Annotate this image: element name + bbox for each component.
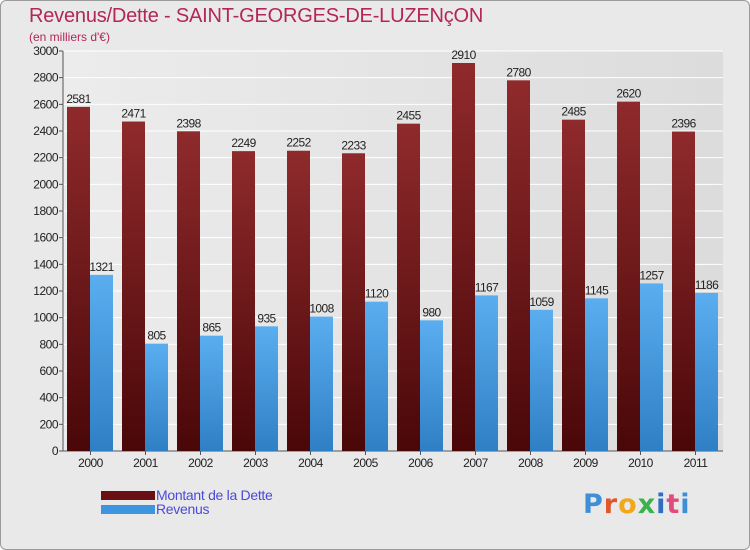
bar-revenus [145, 343, 168, 451]
bar-dette [562, 119, 585, 452]
legend-swatch-dette [101, 490, 155, 500]
bar-dette [452, 63, 475, 451]
x-tick-label: 2001 [133, 456, 159, 470]
y-tick-label: 2600 [33, 97, 59, 111]
bar-revenus [420, 320, 443, 451]
x-tick-label: 2006 [408, 456, 434, 470]
proxiti-logo: Proxiti [583, 489, 691, 520]
data-label-revenus: 1167 [475, 280, 499, 294]
data-label-dette: 2396 [671, 117, 696, 131]
data-label-dette: 2455 [396, 109, 421, 123]
y-tick-label: 1800 [33, 204, 59, 218]
bar-dette [672, 131, 695, 452]
bar-dette [342, 153, 365, 451]
y-tick-label: 2000 [33, 177, 59, 191]
data-label-revenus: 865 [202, 321, 221, 335]
y-tick-label: 1000 [33, 311, 59, 325]
bar-revenus [255, 326, 278, 451]
bar-revenus [585, 298, 608, 451]
data-label-revenus: 935 [257, 311, 276, 325]
x-tick-label: 2004 [298, 456, 324, 470]
legend-label-revenus: Revenus [156, 501, 210, 517]
x-tick-label: 2003 [243, 456, 269, 470]
bar-revenus [200, 335, 223, 451]
data-label-revenus: 1257 [639, 268, 664, 282]
data-label-dette: 2471 [121, 107, 146, 121]
y-tick-label: 2200 [33, 151, 59, 165]
bar-dette [177, 131, 200, 451]
y-tick-label: 2400 [33, 124, 59, 138]
x-tick-label: 2007 [463, 456, 489, 470]
chart-subtitle: (en milliers d'€) [29, 30, 110, 44]
data-label-revenus: 805 [147, 329, 166, 343]
y-tick-label: 400 [39, 391, 58, 405]
y-tick-label: 1600 [33, 231, 59, 245]
bar-dette [397, 123, 420, 452]
bar-dette [122, 121, 145, 452]
legend-item-dette: Montant de la Dette [101, 487, 273, 503]
y-tick-label: 2800 [33, 71, 59, 85]
bar-dette [287, 150, 310, 451]
data-label-revenus: 1008 [309, 302, 334, 316]
bar-dette [67, 106, 90, 451]
bar-revenus [640, 283, 663, 451]
x-tick-label: 2008 [518, 456, 544, 470]
data-label-revenus: 1186 [695, 278, 719, 292]
plot-area [63, 51, 723, 451]
data-label-revenus: 980 [422, 305, 441, 319]
x-tick-label: 2000 [78, 456, 104, 470]
data-label-dette: 2581 [66, 92, 91, 106]
legend-label-dette: Montant de la Dette [156, 487, 273, 503]
bar-revenus [310, 316, 333, 451]
y-tick-label: 1200 [33, 284, 59, 298]
data-label-dette: 2780 [506, 65, 531, 79]
x-tick-label: 2005 [353, 456, 379, 470]
bar-revenus [475, 295, 498, 451]
chart-title: Revenus/Dette - SAINT-GEORGES-DE-LUZENçO… [29, 5, 484, 27]
x-tick-label: 2002 [188, 456, 214, 470]
x-tick-label: 2011 [684, 456, 709, 470]
x-tick-label: 2010 [628, 456, 654, 470]
y-tick-label: 0 [52, 444, 59, 458]
data-label-revenus: 1059 [529, 295, 554, 309]
data-label-dette: 2249 [231, 136, 256, 150]
y-tick-label: 1400 [33, 257, 59, 271]
data-label-dette: 2233 [341, 138, 366, 152]
y-tick-label: 3000 [33, 44, 59, 58]
x-tick-label: 2009 [573, 456, 599, 470]
bar-revenus [695, 292, 718, 451]
data-label-dette: 2620 [616, 87, 641, 101]
y-tick-label: 800 [39, 337, 58, 351]
y-tick-label: 200 [39, 417, 58, 431]
bar-revenus [530, 309, 553, 451]
data-label-dette: 2910 [451, 48, 476, 62]
bar-dette [507, 80, 530, 451]
bar-revenus [90, 274, 113, 451]
data-label-dette: 2398 [176, 116, 201, 130]
data-label-dette: 2485 [561, 105, 586, 119]
bar-revenus [365, 301, 388, 451]
legend-item-revenus: Revenus [101, 501, 210, 517]
data-label-revenus: 1321 [89, 260, 114, 274]
legend-swatch-revenus [101, 504, 155, 514]
bar-dette [232, 151, 255, 451]
data-label-revenus: 1145 [585, 283, 609, 297]
data-label-revenus: 1120 [365, 287, 389, 301]
data-label-dette: 2252 [286, 136, 311, 150]
y-tick-label: 600 [39, 364, 58, 378]
bar-dette [617, 101, 640, 452]
